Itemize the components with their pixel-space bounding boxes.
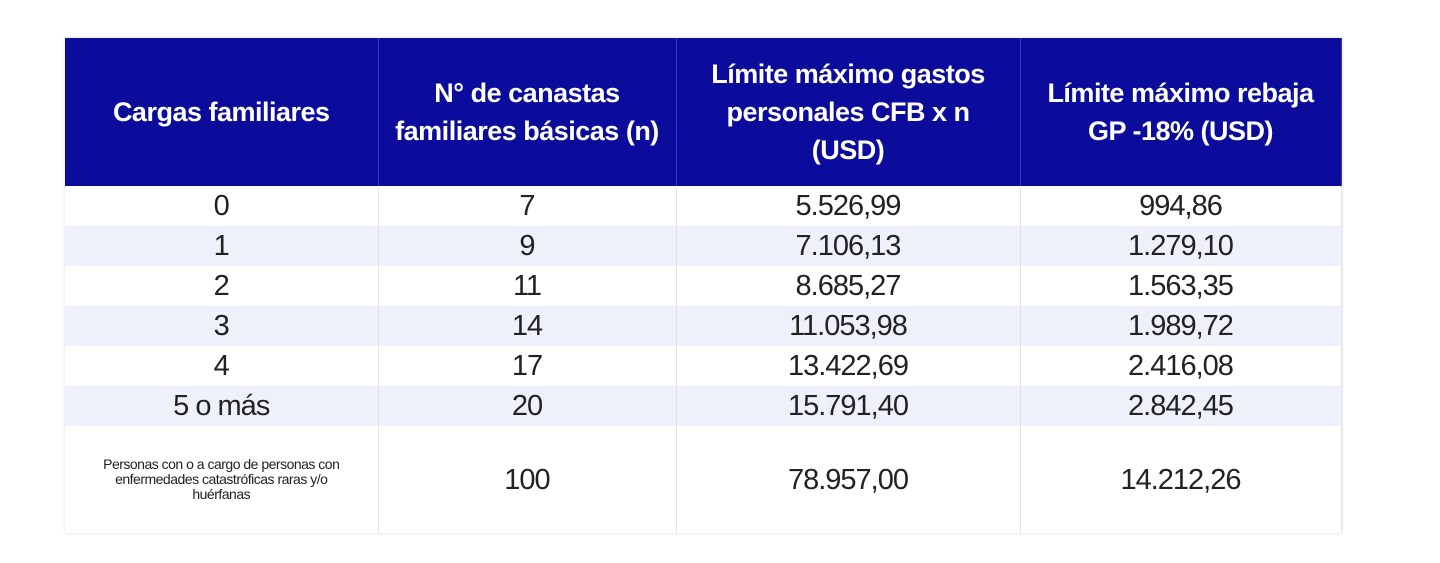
table-cell: 14 xyxy=(378,306,677,346)
table-cell: 17 xyxy=(378,346,677,386)
table-cell: 1 xyxy=(65,226,379,266)
table-cell: 8.685,27 xyxy=(676,266,1021,306)
header-cell: Límite máximo gastos personales CFB x n … xyxy=(676,38,1021,186)
header-cell: N° de canastas familiares básicas (n) xyxy=(378,38,677,186)
table-cell: 11.053,98 xyxy=(676,306,1021,346)
table-body: 0 7 5.526,99 994,86 1 9 7.106,13 1.279,10 2 11 8.6… xyxy=(65,186,1342,533)
table-cell: Personas con o a cargo de personas con e… xyxy=(65,426,379,533)
table-cell: 7 xyxy=(378,186,677,226)
table-row: 2 11 8.685,27 1.563,35 xyxy=(65,266,1342,306)
table-cell: 1.563,35 xyxy=(1020,266,1342,306)
header-cell: Límite máximo rebaja GP -18% (USD) xyxy=(1020,38,1342,186)
table-cell: 78.957,00 xyxy=(676,426,1021,533)
table-row: 3 14 11.053,98 1.989,72 xyxy=(65,306,1342,346)
table-cell: 7.106,13 xyxy=(676,226,1021,266)
table-cell: 2.842,45 xyxy=(1020,386,1342,426)
table-cell: 1.989,72 xyxy=(1020,306,1342,346)
table-row: 5 o más 20 15.791,40 2.842,45 xyxy=(65,386,1342,426)
table-cell: 5 o más xyxy=(65,386,379,426)
table-cell: 15.791,40 xyxy=(676,386,1021,426)
table-container: Cargas familiares N° de canastas familiar… xyxy=(65,38,1342,533)
table-cell: 2 xyxy=(65,266,379,306)
table-cell: 3 xyxy=(65,306,379,346)
table-cell: 100 xyxy=(378,426,677,533)
table-row: 4 17 13.422,69 2.416,08 xyxy=(65,346,1342,386)
table-cell: 0 xyxy=(65,186,379,226)
table-cell: 5.526,99 xyxy=(676,186,1021,226)
table-row: 0 7 5.526,99 994,86 xyxy=(65,186,1342,226)
table-cell: 14.212,26 xyxy=(1020,426,1342,533)
data-table: Cargas familiares N° de canastas familiar… xyxy=(65,38,1342,533)
table-cell: 4 xyxy=(65,346,379,386)
table-cell: 1.279,10 xyxy=(1020,226,1342,266)
table-cell: 9 xyxy=(378,226,677,266)
table-cell: 2.416,08 xyxy=(1020,346,1342,386)
table-cell: 11 xyxy=(378,266,677,306)
table-row: Personas con o a cargo de personas con e… xyxy=(65,426,1342,533)
table-cell: 20 xyxy=(378,386,677,426)
table-cell: 994,86 xyxy=(1020,186,1342,226)
table-row: 1 9 7.106,13 1.279,10 xyxy=(65,226,1342,266)
header-row: Cargas familiares N° de canastas familiar… xyxy=(65,38,1342,186)
header-cell: Cargas familiares xyxy=(65,38,379,186)
table-cell: 13.422,69 xyxy=(676,346,1021,386)
